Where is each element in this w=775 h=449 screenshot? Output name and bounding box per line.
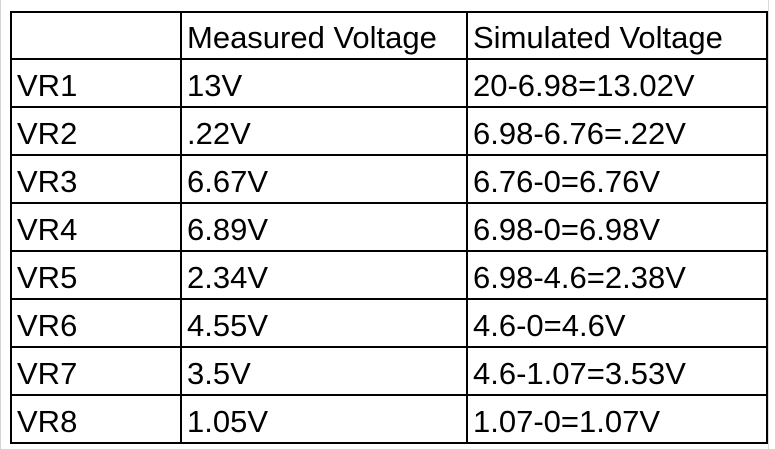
measured-cell[interactable]: 4.55V <box>180 298 468 348</box>
simulated-cell[interactable]: 1.07-0=1.07V <box>466 394 768 444</box>
table-row: VR5 2.34V 6.98-4.6=2.38V <box>10 250 768 300</box>
row-label-cell[interactable]: VR6 <box>10 298 182 348</box>
header-cell-simulated[interactable]: Simulated Voltage <box>466 11 768 60</box>
simulated-cell[interactable]: 6.98-6.76=.22V <box>466 106 768 156</box>
table-row: VR1 13V 20-6.98=13.02V <box>10 58 768 108</box>
measured-cell[interactable]: 13V <box>180 58 468 108</box>
measured-cell[interactable]: 6.67V <box>180 154 468 204</box>
table-row: VR8 1.05V 1.07-0=1.07V <box>10 394 768 444</box>
header-cell-measured[interactable]: Measured Voltage <box>180 11 468 60</box>
row-label-cell[interactable]: VR2 <box>10 106 182 156</box>
row-label-cell[interactable]: VR5 <box>10 250 182 300</box>
row-label-cell[interactable]: VR4 <box>10 202 182 252</box>
row-label-cell[interactable]: VR1 <box>10 58 182 108</box>
grid-line <box>768 0 769 449</box>
measured-cell[interactable]: .22V <box>180 106 468 156</box>
simulated-cell[interactable]: 20-6.98=13.02V <box>466 58 768 108</box>
simulated-cell[interactable]: 6.98-0=6.98V <box>466 202 768 252</box>
row-label-cell[interactable]: VR8 <box>10 394 182 444</box>
simulated-cell[interactable]: 4.6-0=4.6V <box>466 298 768 348</box>
measured-cell[interactable]: 1.05V <box>180 394 468 444</box>
row-label-cell[interactable]: VR3 <box>10 154 182 204</box>
measured-cell[interactable]: 2.34V <box>180 250 468 300</box>
measured-cell[interactable]: 3.5V <box>180 346 468 396</box>
simulated-cell[interactable]: 6.76-0=6.76V <box>466 154 768 204</box>
table-row: VR3 6.67V 6.76-0=6.76V <box>10 154 768 204</box>
table-row: VR4 6.89V 6.98-0=6.98V <box>10 202 768 252</box>
voltage-table: Measured Voltage Simulated Voltage VR1 1… <box>10 11 768 444</box>
table-row: VR2 .22V 6.98-6.76=.22V <box>10 106 768 156</box>
simulated-cell[interactable]: 6.98-4.6=2.38V <box>466 250 768 300</box>
table-row: VR7 3.5V 4.6-1.07=3.53V <box>10 346 768 396</box>
header-cell-empty[interactable] <box>10 11 182 60</box>
row-label-cell[interactable]: VR7 <box>10 346 182 396</box>
measured-cell[interactable]: 6.89V <box>180 202 468 252</box>
header-row: Measured Voltage Simulated Voltage <box>10 11 768 60</box>
table-row: VR6 4.55V 4.6-0=4.6V <box>10 298 768 348</box>
simulated-cell[interactable]: 4.6-1.07=3.53V <box>466 346 768 396</box>
